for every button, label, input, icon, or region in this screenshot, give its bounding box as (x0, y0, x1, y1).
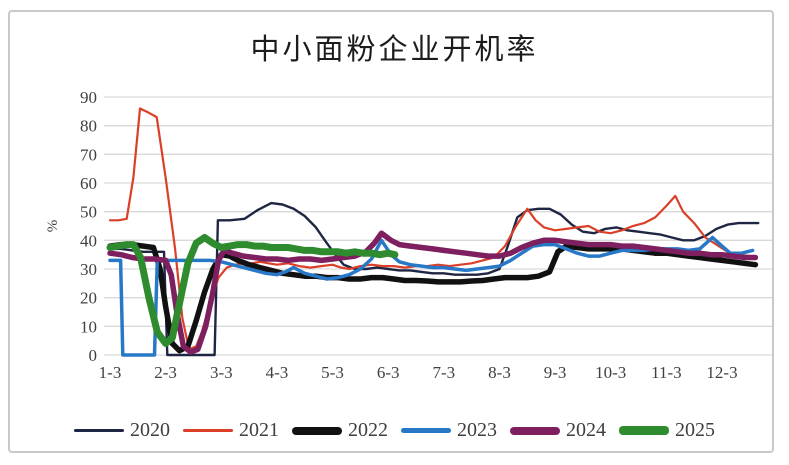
y-tick-label: 50 (80, 203, 97, 222)
legend: 2020 2021 2022 2023 2024 2025 (0, 419, 789, 442)
legend-item-2024: 2024 (510, 419, 606, 442)
x-tick-label: 7-3 (432, 363, 455, 382)
legend-item-2023: 2023 (401, 419, 497, 442)
x-tick-label: 2-3 (154, 363, 177, 382)
legend-swatch-2022 (292, 426, 342, 435)
y-tick-label: 40 (80, 231, 97, 250)
legend-swatch-2025 (619, 426, 669, 435)
x-tick-label: 3-3 (210, 363, 233, 382)
legend-swatch-2024 (510, 426, 560, 435)
legend-label-2023: 2023 (457, 419, 497, 441)
legend-label-2021: 2021 (239, 419, 279, 441)
x-tick-label: 12-3 (706, 363, 737, 382)
series-line-2024 (107, 230, 759, 355)
legend-item-2020: 2020 (74, 419, 170, 442)
y-tick-label: 30 (80, 260, 97, 279)
series-line-2025 (106, 234, 399, 347)
y-tick-label: 0 (89, 346, 98, 365)
legend-swatch-2021 (183, 429, 233, 432)
y-axis-unit-label: % (45, 220, 61, 233)
chart-frame (8, 10, 774, 453)
y-tick-label: 70 (80, 145, 97, 164)
y-tick-label: 10 (80, 317, 97, 336)
legend-item-2025: 2025 (619, 419, 715, 442)
legend-label-2020: 2020 (130, 419, 170, 441)
legend-label-2022: 2022 (348, 419, 388, 441)
x-tick-label: 8-3 (488, 363, 511, 382)
x-tick-label: 6-3 (377, 363, 400, 382)
x-tick-label: 4-3 (266, 363, 289, 382)
legend-item-2021: 2021 (183, 419, 279, 442)
x-tick-label: 10-3 (595, 363, 626, 382)
y-tick-label: 60 (80, 174, 97, 193)
x-tick-label: 9-3 (544, 363, 567, 382)
x-tick-label: 11-3 (651, 363, 682, 382)
x-tick-label: 5-3 (321, 363, 344, 382)
legend-label-2024: 2024 (566, 419, 606, 441)
y-tick-label: 80 (80, 117, 97, 136)
chart-title: 中小面粉企业开机率 (250, 34, 539, 66)
x-tick-label: 1-3 (99, 363, 122, 382)
legend-label-2025: 2025 (675, 419, 715, 441)
legend-swatch-2023 (401, 428, 451, 433)
legend-item-2022: 2022 (292, 419, 388, 442)
legend-swatch-2020 (74, 429, 124, 432)
y-tick-label: 20 (80, 289, 97, 308)
y-tick-label: 90 (80, 88, 97, 107)
